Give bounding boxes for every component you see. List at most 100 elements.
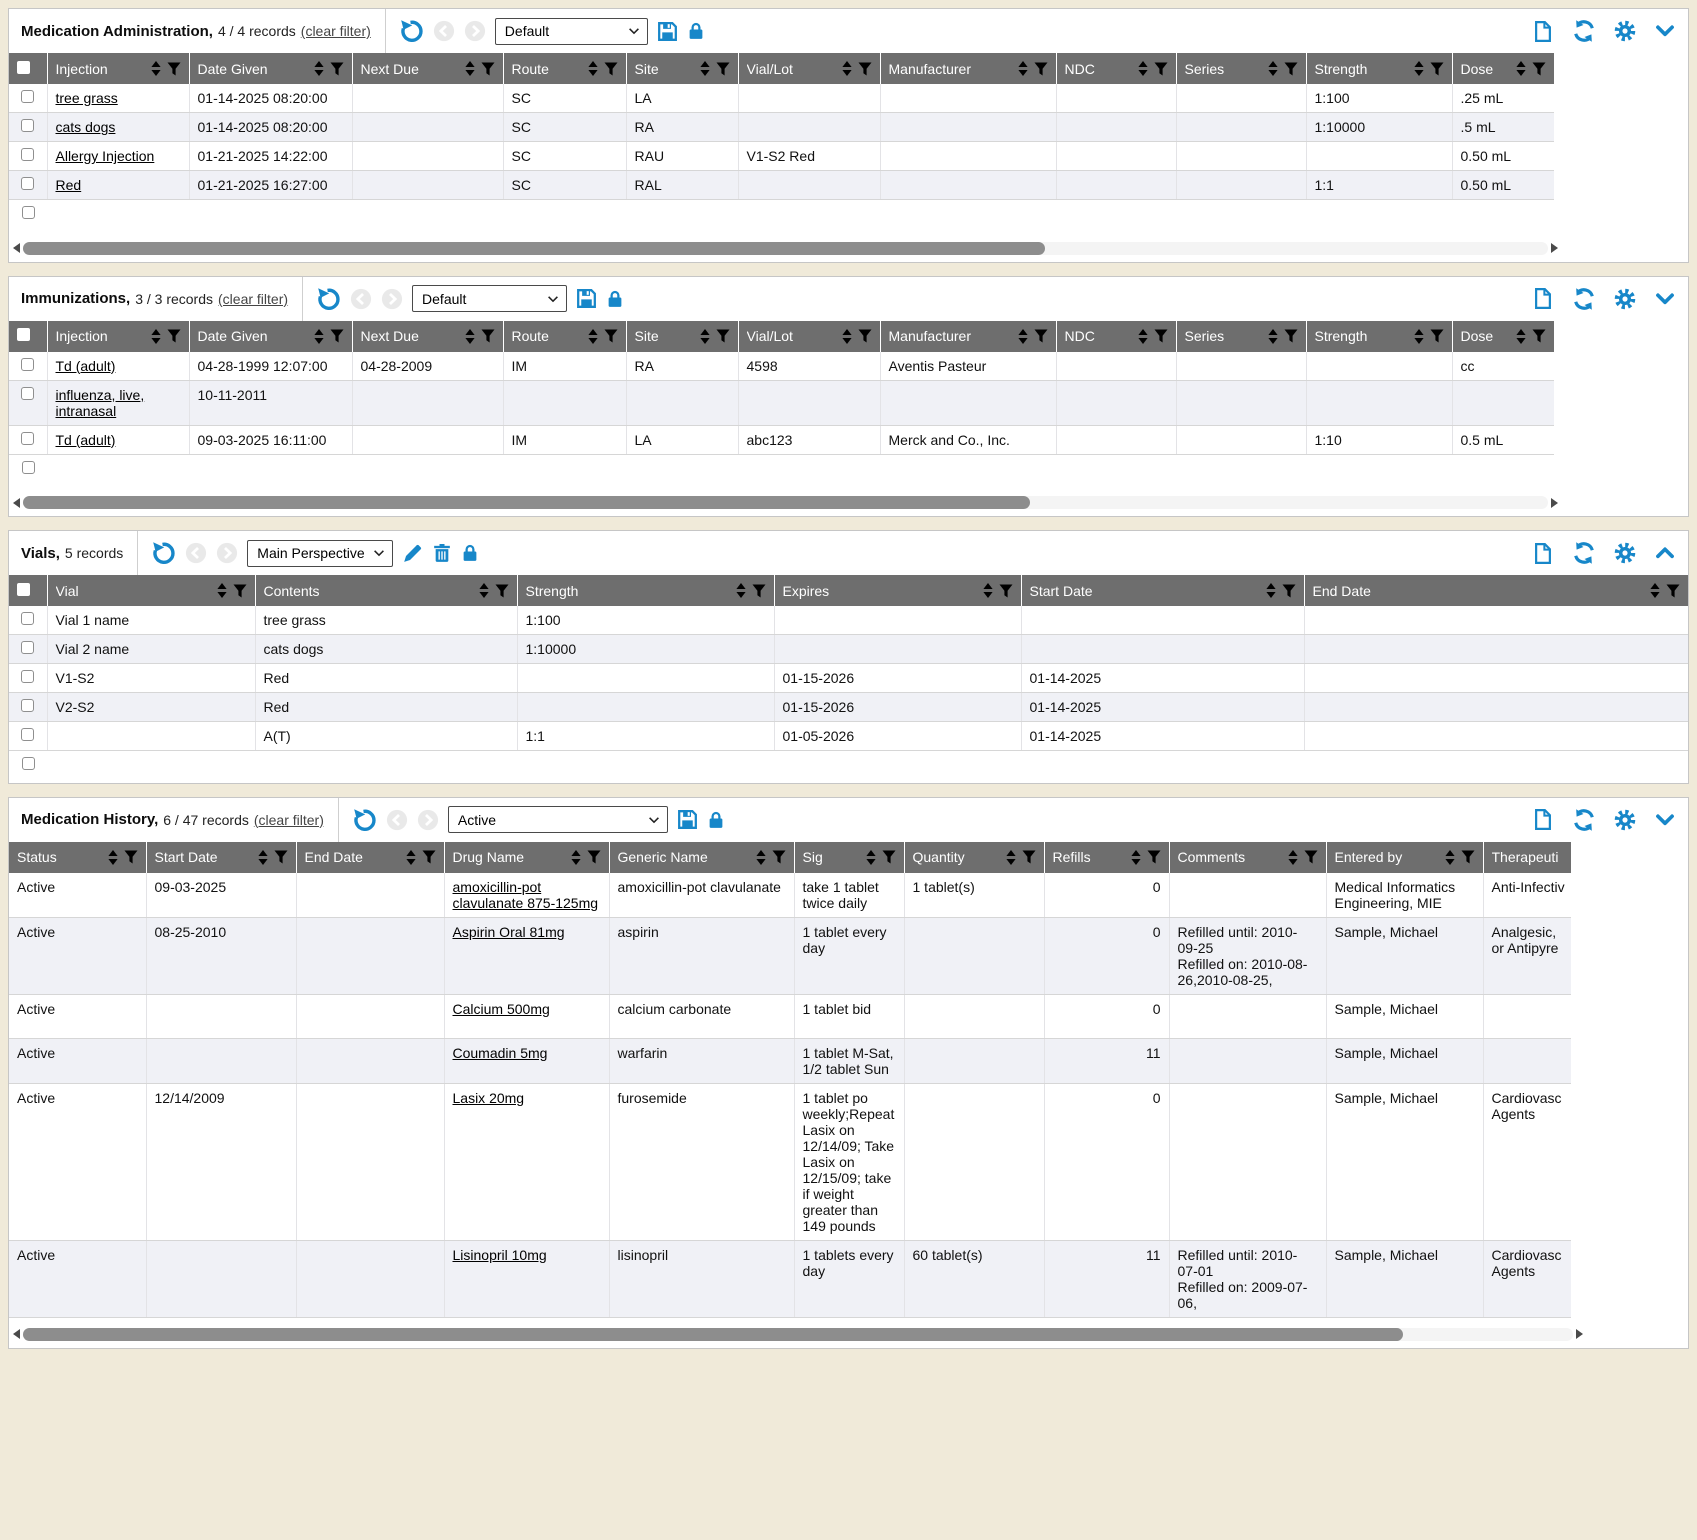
col-ndc[interactable]: NDC [1056,320,1177,352]
scroll-left-arrow-icon[interactable] [13,1329,20,1339]
sort-icon[interactable] [1138,61,1148,76]
sort-icon[interactable] [108,850,118,865]
row-checkbox[interactable] [21,431,35,445]
lock-button[interactable] [707,810,725,830]
sort-icon[interactable] [1288,850,1298,865]
col-date-given[interactable]: Date Given [189,53,353,84]
sort-icon[interactable] [588,61,598,76]
select-all-checkbox[interactable] [17,582,30,596]
sort-icon[interactable] [217,583,227,598]
sort-icon[interactable] [866,850,876,865]
collapse-panel-button[interactable] [1654,289,1676,309]
sort-icon[interactable] [314,61,324,76]
injection-link[interactable]: tree grass [55,90,118,106]
filter-funnel-icon[interactable] [1304,850,1318,864]
settings-button[interactable] [1614,288,1636,310]
row-checkbox[interactable] [21,670,35,683]
sort-icon[interactable] [258,850,268,865]
select-all-checkbox[interactable] [17,328,30,341]
settings-button[interactable] [1614,542,1636,564]
row-checkbox[interactable] [21,612,35,625]
sort-icon[interactable] [465,329,475,344]
filter-funnel-icon[interactable] [858,329,872,343]
scroll-left-arrow-icon[interactable] [13,497,20,508]
filter-funnel-icon[interactable] [1284,62,1298,76]
filter-funnel-icon[interactable] [1532,62,1546,76]
filter-funnel-icon[interactable] [604,329,618,343]
save-perspective-button[interactable] [576,288,597,309]
clear-filter-link[interactable]: (clear filter) [218,290,289,307]
filter-funnel-icon[interactable] [1430,329,1444,343]
filter-funnel-icon[interactable] [587,850,601,864]
undo-button[interactable] [317,287,341,311]
sort-icon[interactable] [756,850,766,865]
col-generic-name[interactable]: Generic Name [609,841,795,873]
col-site[interactable]: Site [626,320,739,352]
undo-button[interactable] [400,19,424,43]
next-perspective-button[interactable] [216,542,238,564]
scrollbar-thumb[interactable] [23,496,1030,509]
filter-funnel-icon[interactable] [233,584,247,598]
col-entered-by[interactable]: Entered by [1326,841,1484,873]
prev-perspective-button[interactable] [433,20,455,42]
sort-icon[interactable] [1131,850,1141,865]
clear-filter-link[interactable]: (clear filter) [253,811,324,828]
filter-funnel-icon[interactable] [1532,329,1546,343]
sort-icon[interactable] [314,329,324,344]
col-dose[interactable]: Dose [1452,320,1554,352]
col-quantity[interactable]: Quantity [904,841,1045,873]
col-injection[interactable]: Injection [47,53,190,84]
sort-icon[interactable] [1018,329,1028,344]
sort-icon[interactable] [588,329,598,344]
next-perspective-button[interactable] [417,809,439,831]
save-perspective-button[interactable] [657,21,678,42]
sort-icon[interactable] [736,583,746,598]
refresh-button[interactable] [1572,19,1596,43]
filter-funnel-icon[interactable] [1282,584,1296,598]
sort-icon[interactable] [700,329,710,344]
collapse-panel-button[interactable] [1654,21,1676,41]
filter-funnel-icon[interactable] [124,850,138,864]
filter-funnel-icon[interactable] [1034,62,1048,76]
col-route[interactable]: Route [503,320,627,352]
col-sig[interactable]: Sig [794,841,905,873]
new-row-checkbox[interactable] [21,757,35,770]
sort-icon[interactable] [1414,329,1424,344]
filter-funnel-icon[interactable] [167,62,181,76]
col-series[interactable]: Series [1176,53,1307,84]
filter-funnel-icon[interactable] [604,62,618,76]
filter-funnel-icon[interactable] [716,329,730,343]
horizontal-scrollbar[interactable] [13,241,1558,256]
undo-button[interactable] [353,808,377,832]
col-strength[interactable]: Strength [517,575,775,606]
prev-perspective-button[interactable] [185,542,207,564]
injection-link[interactable]: Red [55,177,82,193]
row-checkbox[interactable] [21,386,35,400]
col-next-due[interactable]: Next Due [352,320,504,352]
filter-funnel-icon[interactable] [858,62,872,76]
sort-icon[interactable] [1006,850,1016,865]
col-end-date[interactable]: End Date [1304,575,1688,606]
clear-filter-link[interactable]: (clear filter) [300,23,371,39]
new-record-button[interactable] [1532,808,1554,831]
sort-icon[interactable] [1266,583,1276,598]
sort-icon[interactable] [1516,61,1526,76]
row-checkbox[interactable] [21,699,35,712]
drug-name-link[interactable]: Aspirin Oral 81mg [452,923,565,940]
prev-perspective-button[interactable] [350,288,372,310]
filter-funnel-icon[interactable] [882,850,896,864]
col-contents[interactable]: Contents [255,575,518,606]
injection-link[interactable]: cats dogs [55,119,116,135]
col-vial-lot[interactable]: Vial/Lot [738,53,881,84]
filter-funnel-icon[interactable] [495,584,509,598]
filter-funnel-icon[interactable] [274,850,288,864]
row-checkbox[interactable] [21,148,35,161]
scroll-right-arrow-icon[interactable] [1576,1329,1583,1339]
new-row-checkbox[interactable] [21,460,35,474]
row-checkbox[interactable] [21,177,35,190]
col-therapeutic[interactable]: Therapeuti [1483,841,1571,873]
settings-button[interactable] [1614,20,1636,42]
col-strength[interactable]: Strength [1306,53,1453,84]
row-checkbox[interactable] [21,641,35,654]
filter-funnel-icon[interactable] [772,850,786,864]
